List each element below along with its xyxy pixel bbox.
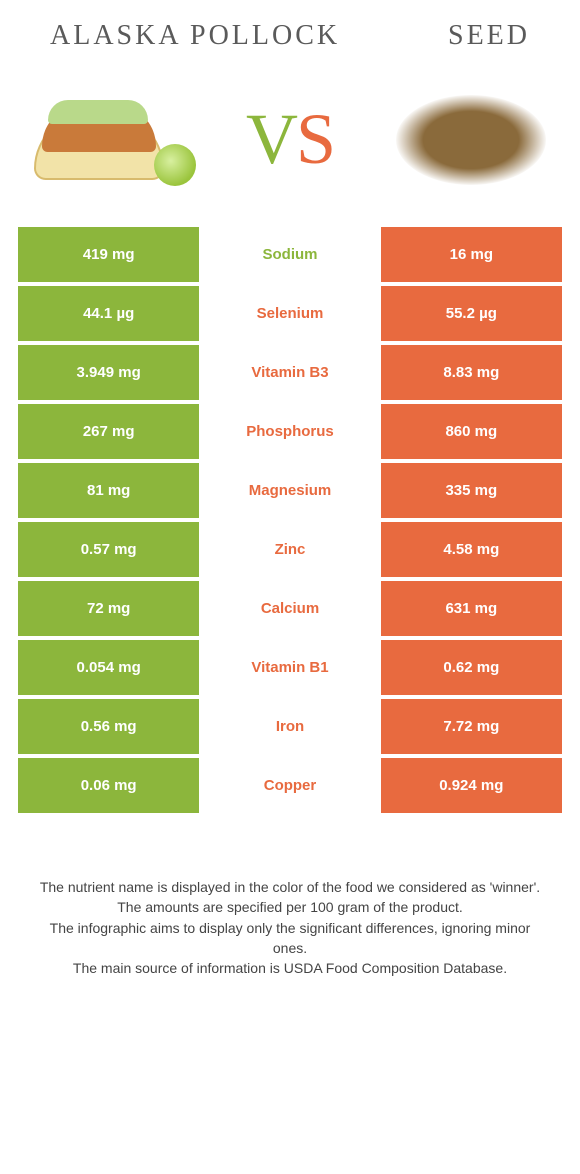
nutrient-name: Calcium [199,581,380,636]
left-value: 267 mg [18,404,199,459]
table-row: 0.56 mgIron7.72 mg [18,699,562,754]
left-value: 81 mg [18,463,199,518]
left-value: 3.949 mg [18,345,199,400]
nutrient-name: Selenium [199,286,380,341]
right-value: 55.2 µg [381,286,562,341]
table-row: 267 mgPhosphorus860 mg [18,404,562,459]
right-value: 0.924 mg [381,758,562,813]
left-value: 419 mg [18,227,199,282]
table-row: 72 mgCalcium631 mg [18,581,562,636]
nutrient-name: Copper [199,758,380,813]
nutrient-name: Magnesium [199,463,380,518]
vs-label: VS [246,98,334,181]
nutrient-name: Vitamin B3 [199,345,380,400]
nutrient-table: 419 mgSodium16 mg44.1 µgSelenium55.2 µg3… [18,227,562,813]
seeds-icon [396,95,546,185]
left-value: 0.56 mg [18,699,199,754]
table-row: 0.57 mgZinc4.58 mg [18,522,562,577]
right-value: 860 mg [381,404,562,459]
header: Alaska pollock Seed [0,0,580,62]
right-value: 7.72 mg [381,699,562,754]
footer-line: The nutrient name is displayed in the co… [36,877,544,897]
hero-row: VS [0,62,580,227]
footer-line: The infographic aims to display only the… [36,918,544,959]
right-value: 335 mg [381,463,562,518]
left-value: 0.054 mg [18,640,199,695]
left-value: 44.1 µg [18,286,199,341]
left-value: 0.57 mg [18,522,199,577]
table-row: 81 mgMagnesium335 mg [18,463,562,518]
table-row: 0.054 mgVitamin B10.62 mg [18,640,562,695]
footer-notes: The nutrient name is displayed in the co… [0,817,580,978]
taco-icon [34,100,184,180]
nutrient-name: Phosphorus [199,404,380,459]
table-row: 419 mgSodium16 mg [18,227,562,282]
right-value: 631 mg [381,581,562,636]
table-row: 3.949 mgVitamin B38.83 mg [18,345,562,400]
left-food-title: Alaska pollock [50,20,340,52]
nutrient-name: Sodium [199,227,380,282]
right-value: 16 mg [381,227,562,282]
left-value: 72 mg [18,581,199,636]
table-row: 0.06 mgCopper0.924 mg [18,758,562,813]
right-food-title: Seed [448,20,530,52]
left-food-image [24,82,194,197]
footer-line: The main source of information is USDA F… [36,958,544,978]
right-value: 8.83 mg [381,345,562,400]
nutrient-name: Zinc [199,522,380,577]
right-value: 0.62 mg [381,640,562,695]
left-value: 0.06 mg [18,758,199,813]
nutrient-name: Iron [199,699,380,754]
footer-line: The amounts are specified per 100 gram o… [36,897,544,917]
nutrient-name: Vitamin B1 [199,640,380,695]
table-row: 44.1 µgSelenium55.2 µg [18,286,562,341]
right-food-image [386,82,556,197]
right-value: 4.58 mg [381,522,562,577]
